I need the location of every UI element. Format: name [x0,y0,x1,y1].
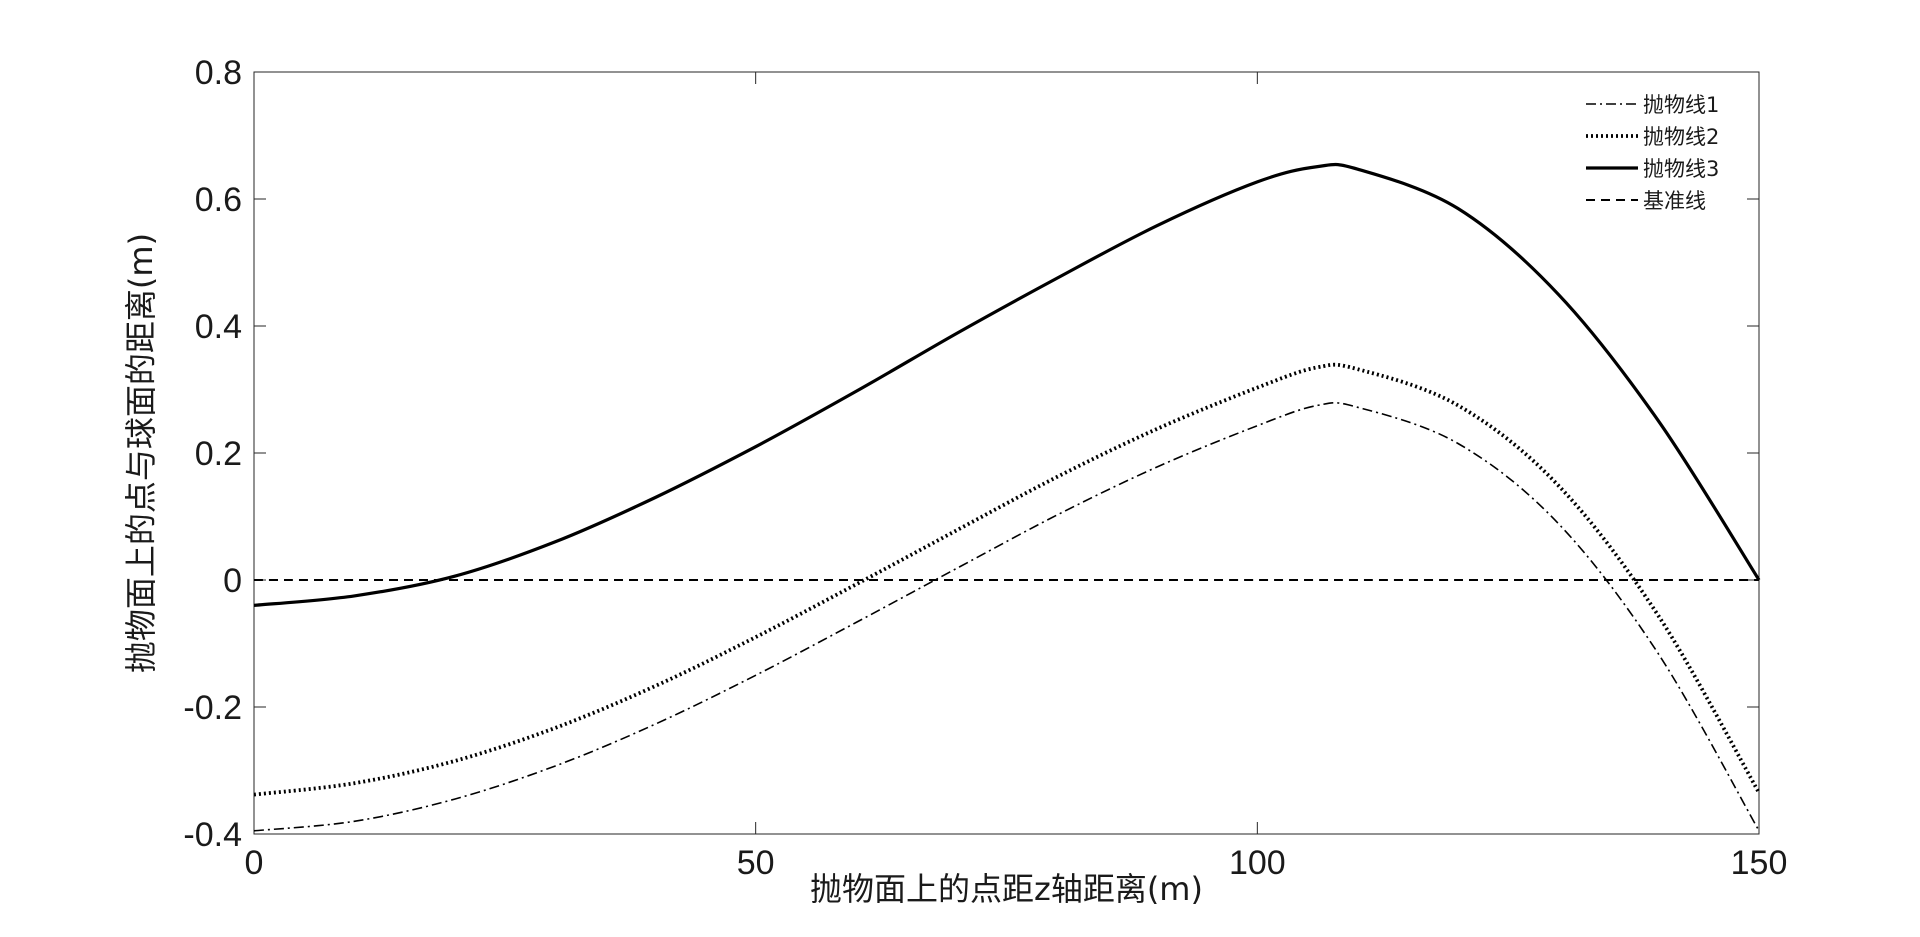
y-tick-label: 0.6 [195,181,242,219]
legend-label-4: 基准线 [1643,189,1706,213]
y-tick-label: -0.2 [183,689,242,727]
plot-area [253,71,1760,835]
series-line-2 [253,362,1761,797]
axes-frame [253,71,1760,835]
legend-label-3: 抛物线3 [1643,157,1719,181]
y-tick-label: 0.2 [195,435,242,473]
series-lines [253,162,1761,832]
x-tick-label: 100 [1229,844,1286,882]
y-tick-label: -0.4 [183,816,242,854]
y-tick-label: 0.4 [195,308,242,346]
legend-label-1: 抛物线1 [1643,93,1719,117]
y-axis-title: 抛物面上的点与球面的距离(m) [122,233,160,673]
axis-ticks: 0 50 100 150 -0.4 -0.2 0 0.2 0.4 0.6 0.8 [183,54,1787,882]
x-axis-title: 抛物面上的点距z轴距离(m) [810,870,1203,908]
y-tick-label: 0.8 [195,54,242,92]
legend: 抛物线1 抛物线2 抛物线3 基准线 [1586,93,1719,213]
series-line-1 [253,401,1760,832]
y-tick-label: 0 [223,562,242,600]
x-tick-label: 150 [1731,844,1788,882]
x-tick-label: 0 [245,844,264,882]
x-tick-label: 50 [737,844,775,882]
legend-label-2: 抛物线2 [1643,125,1719,149]
series-line-3 [253,162,1761,607]
